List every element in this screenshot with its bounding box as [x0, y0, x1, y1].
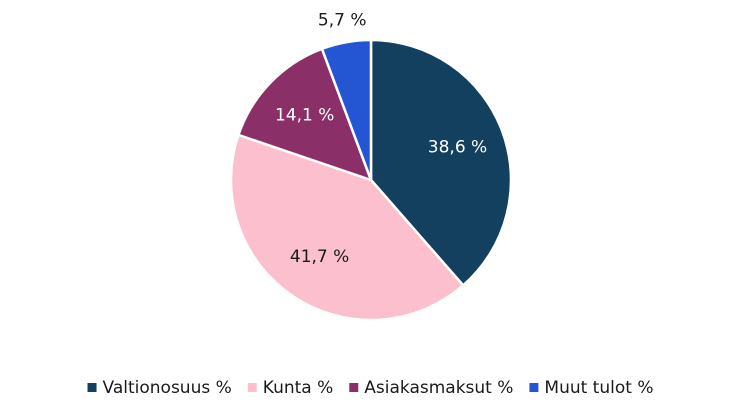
- data-label: 14,1 %: [275, 106, 334, 126]
- legend-label: Asiakasmaksut %: [364, 378, 513, 398]
- pie-slice: [236, 47, 374, 183]
- legend-swatch: [247, 383, 257, 392]
- legend-swatch: [87, 383, 97, 392]
- legend-swatch: [349, 383, 359, 392]
- pie-slice: [369, 38, 513, 288]
- data-label: 41,7 %: [290, 247, 349, 267]
- legend: Valtionosuus % Kunta % Asiakasmaksut % Muut…: [87, 378, 653, 398]
- legend-label: Muut tulot %: [544, 378, 653, 398]
- legend-swatch: [529, 383, 539, 392]
- legend-label: Valtionosuus %: [103, 378, 232, 398]
- data-label: 5,7 %: [318, 11, 367, 31]
- data-label: 38,6 %: [428, 138, 487, 158]
- legend-label: Kunta %: [263, 378, 334, 398]
- pie-slice: [320, 38, 373, 181]
- pie-slice: [229, 133, 465, 322]
